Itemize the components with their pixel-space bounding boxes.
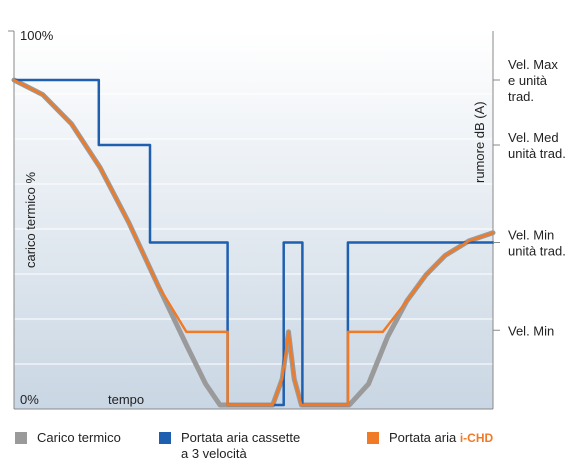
series-group	[11, 77, 496, 408]
x-axis-label: tempo	[108, 392, 144, 407]
labels: 100% 0% tempo carico termico % rumore dB…	[20, 28, 487, 407]
y-axis-label-left: carico termico %	[23, 171, 38, 268]
legend-label-carico: Carico termico	[37, 430, 121, 445]
series-line-2	[12, 78, 495, 407]
plot-background	[14, 31, 493, 409]
y-tick-bottom: 0%	[20, 392, 39, 407]
legend-swatch-ichd	[367, 432, 379, 444]
right-tick-label-1: Vel. Med unità trad.	[508, 130, 566, 161]
y-tick-top: 100%	[20, 28, 54, 43]
legend-label-ichd: Portata aria	[389, 430, 460, 445]
legend-swatch-carico	[15, 432, 27, 444]
grid	[14, 48, 493, 410]
legend-label-cassette-line1: Portata aria cassette	[181, 430, 301, 445]
y-axis-label-right: rumore dB (A)	[472, 101, 487, 183]
legend-label-cassette-line2: a 3 velocità	[181, 446, 247, 461]
right-tick-label-3: Vel. Min	[508, 323, 554, 338]
axes	[8, 30, 494, 410]
right-tick-label-0: Vel. Max e unità trad.	[508, 57, 558, 104]
legend-brand-ichd: i-CHD	[459, 431, 494, 445]
right-tick-label-2: Vel. Min unità trad.	[508, 228, 566, 259]
legend-swatch-cassette	[159, 432, 171, 444]
chart-svg: 100% 0% tempo carico termico % rumore dB…	[8, 28, 566, 410]
right-tick-labels: Vel. Max e unità trad. Vel. Med unità trad. V…	[493, 57, 566, 338]
